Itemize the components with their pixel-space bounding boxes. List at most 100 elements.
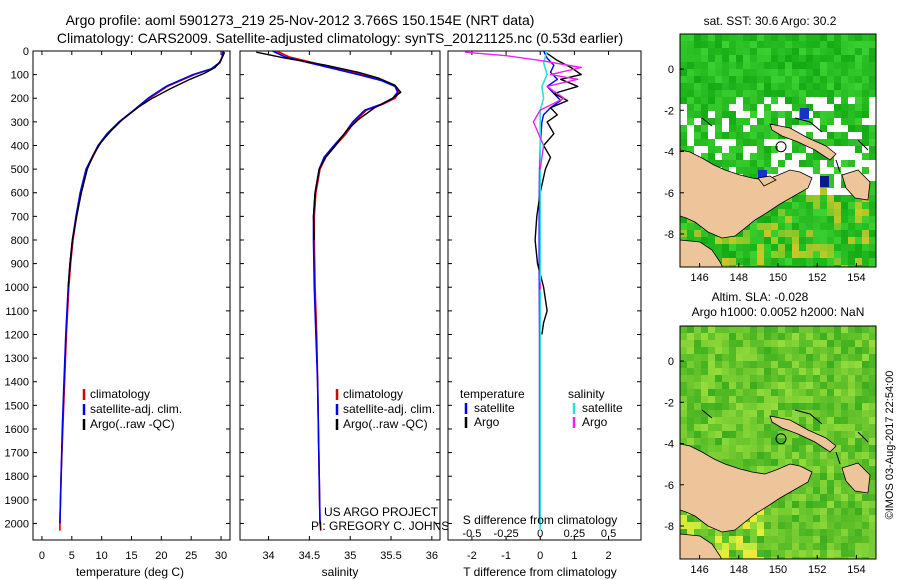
map-cell [708,431,716,439]
map-cell [736,146,744,154]
map-cell [750,265,758,267]
map-cell [743,354,751,362]
map-cell [785,494,793,502]
map-cell [778,375,786,383]
map-cell [771,424,779,432]
difference-panel: -2 -1 0 1 2-0.5 -0.25 0 0.25 0.5 temperaturesate… [447,50,642,579]
map-cell [813,48,821,56]
map-cell [813,237,821,245]
map-cell [869,410,876,418]
map-cell [701,97,709,105]
series-line-argo [256,51,402,241]
map-cell [792,508,800,516]
map-cell [834,41,842,49]
map-cell [806,90,814,98]
map-cell [869,550,876,558]
map-cell [778,410,786,418]
map-cell [708,90,716,98]
map-cell [785,529,793,537]
map-cell [743,557,751,559]
map-cell [792,62,800,70]
map-cell [806,181,814,189]
map-cell [764,209,772,217]
map-cell [736,347,744,355]
map-cell [750,417,758,425]
map-cell [799,48,807,56]
map-cell [687,375,695,383]
map-y-tick-label: 0 [668,64,674,76]
map-cell [799,354,807,362]
map-cell [778,403,786,411]
map-cell [792,368,800,376]
map-cell [771,216,779,224]
map-cell [750,361,758,369]
map-cell [715,41,723,49]
map-cell [743,34,751,42]
map-cell [785,41,793,49]
map-cell [820,167,828,175]
series-line-sal-satellite [539,51,548,531]
map-cell [820,97,828,105]
map-cell [869,347,876,355]
map-cell [701,69,709,77]
map-cell [764,557,772,559]
map-cell [848,368,856,376]
map-cell [855,410,863,418]
map-cell [848,410,856,418]
map-cell [813,181,821,189]
map-cell [771,258,779,266]
map-cell [848,62,856,70]
map-cell [694,125,702,133]
map-cell [792,139,800,147]
map-cell [834,508,842,516]
map-cell [680,55,688,63]
map-cell [771,431,779,439]
map-cell [708,118,716,126]
map-cell [862,202,870,210]
map-cell [799,515,807,523]
map-cell [820,557,828,559]
map-cell [806,354,814,362]
map-cell [806,76,814,84]
map-cell [743,76,751,84]
map-cell [862,522,870,530]
map-cell [680,515,688,523]
map-cell [848,111,856,119]
map-cell [715,354,723,362]
map-cell [862,34,870,42]
map-cell [820,223,828,231]
credit-line-2: PI: GREGORY C. JOHNSON [311,519,467,533]
y-tick-label: 100 [11,70,29,82]
map-cell [834,382,842,390]
map-cell [862,361,870,369]
map-cell [869,403,876,411]
map-cell [834,361,842,369]
map-cell [792,438,800,446]
map-cell [799,34,807,42]
map-cell [813,410,821,418]
map-cell [806,417,814,425]
map-cell [694,445,702,453]
map-cell [764,132,772,140]
map-cell [778,333,786,341]
map-cell [708,410,716,418]
map-cell [680,417,688,425]
map-cell [715,34,723,42]
map-cell [743,48,751,56]
map-cell [806,480,814,488]
map-cell [820,160,828,168]
map-cell [715,333,723,341]
map-cell [792,522,800,530]
map-cell [715,424,723,432]
map-cell [820,396,828,404]
map-cell [848,375,856,383]
map-cell [708,83,716,91]
map-cell [701,139,709,147]
map-cell [701,230,709,238]
map-cell [862,118,870,126]
map-cell [841,403,849,411]
map-cell [694,62,702,70]
map-cell [771,403,779,411]
map-cell [708,536,716,544]
